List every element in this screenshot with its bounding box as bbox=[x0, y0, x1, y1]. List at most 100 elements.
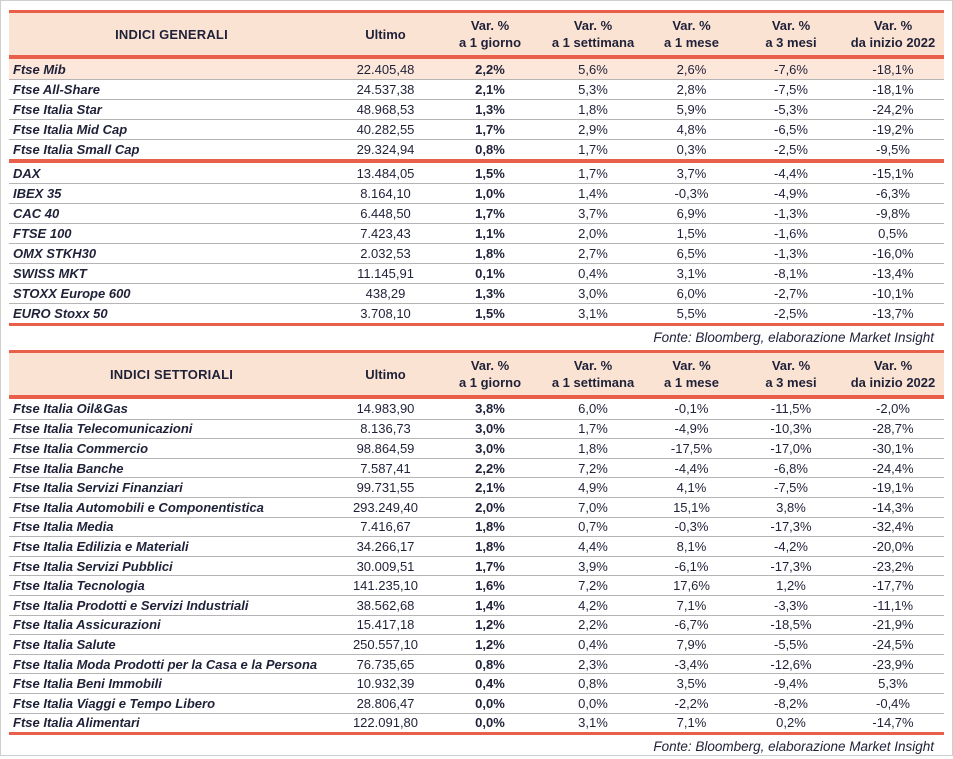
table-row: Ftse Italia Mid Cap 40.282,55 1,7% 2,9% 4,8%… bbox=[9, 119, 944, 139]
var-1-month-cell: 3,5% bbox=[676, 676, 707, 692]
table-row: CAC 40 6.448,50 1,7% 3,7% 6,9% -1,3% -9,8% bbox=[9, 203, 944, 223]
last-value-cell: 30.009,51 bbox=[356, 558, 415, 574]
table-row: Ftse Italia Moda Prodotti per la Casa e … bbox=[9, 653, 944, 674]
period-label: a 1 settimana bbox=[551, 375, 635, 390]
last-value-cell: 38.562,68 bbox=[356, 597, 415, 613]
table-row: Ftse Italia Banche 7.587,41 2,2% 7,2% -4,4% -… bbox=[9, 457, 944, 478]
index-name-cell: Ftse Italia Tecnologia bbox=[13, 578, 145, 594]
col-header-var-ytd-2022: Var. % da inizio 2022 bbox=[842, 13, 944, 55]
var-1-month-cell: 5,5% bbox=[676, 306, 707, 321]
table-row: Ftse Italia Oil&Gas 14.983,90 3,8% 6,0% -0,1… bbox=[9, 399, 944, 419]
source-note: Fonte: Bloomberg, elaborazione Market In… bbox=[653, 330, 934, 345]
last-value-cell: 48.968,53 bbox=[356, 102, 415, 117]
var-1-week-cell: 3,1% bbox=[578, 306, 608, 321]
var-1-week-cell: 7,2% bbox=[578, 460, 608, 476]
var-3-months-cell: -1,6% bbox=[774, 226, 808, 241]
var-1-month-cell: -4,4% bbox=[674, 460, 709, 476]
var-3-months-cell: -4,2% bbox=[774, 538, 808, 554]
col-header-ultimo: Ultimo bbox=[365, 366, 406, 382]
general-indices-header: INDICI GENERALI Ultimo Var. % a 1 giorno… bbox=[9, 13, 944, 55]
var-label: Var. % bbox=[873, 358, 913, 373]
var-1-month-cell: -6,7% bbox=[674, 617, 709, 633]
var-ytd-2022-cell: -2,0% bbox=[876, 401, 910, 417]
var-ytd-2022-cell: -21,9% bbox=[872, 617, 914, 633]
var-1-day-cell: 2,2% bbox=[475, 61, 505, 77]
period-label: da inizio 2022 bbox=[850, 375, 936, 390]
table-row: STOXX Europe 600 438,29 1,3% 3,0% 6,0% -2,7% -… bbox=[9, 283, 944, 303]
var-1-day-cell: 0,8% bbox=[475, 142, 505, 157]
var-ytd-2022-cell: -14,7% bbox=[872, 715, 914, 731]
var-ytd-2022-cell: -24,4% bbox=[872, 460, 914, 476]
var-label: Var. % bbox=[771, 18, 811, 33]
sector-indices-table: INDICI SETTORIALI Ultimo Var. % a 1 gior… bbox=[9, 350, 944, 736]
var-1-day-cell: 2,2% bbox=[475, 460, 505, 476]
last-value-cell: 15.417,18 bbox=[356, 617, 415, 633]
var-1-week-cell: 2,2% bbox=[578, 617, 608, 633]
var-1-week-cell: 1,7% bbox=[578, 142, 608, 157]
var-1-week-cell: 7,0% bbox=[578, 499, 608, 515]
var-1-week-cell: 5,3% bbox=[578, 82, 608, 97]
table-row: IBEX 35 8.164,10 1,0% 1,4% -0,3% -4,9% -6,3% bbox=[9, 183, 944, 203]
var-ytd-2022-cell: -28,7% bbox=[872, 421, 914, 437]
var-1-day-cell: 1,1% bbox=[475, 226, 505, 241]
var-1-month-cell: 4,8% bbox=[676, 122, 707, 137]
var-1-month-cell: 6,5% bbox=[676, 246, 707, 261]
var-1-week-cell: 2,3% bbox=[578, 656, 608, 672]
var-1-day-cell: 3,0% bbox=[475, 440, 505, 456]
var-ytd-2022-cell: 5,3% bbox=[878, 676, 908, 692]
last-value-cell: 40.282,55 bbox=[356, 122, 415, 137]
var-3-months-cell: -8,2% bbox=[774, 695, 808, 711]
last-value-cell: 14.983,90 bbox=[356, 401, 415, 417]
last-value-cell: 2.032,53 bbox=[360, 246, 411, 261]
var-1-day-cell: 1,0% bbox=[475, 186, 505, 201]
last-value-cell: 99.731,55 bbox=[356, 480, 415, 496]
var-3-months-cell: -17,3% bbox=[770, 519, 812, 535]
var-3-months-cell: -3,3% bbox=[774, 597, 808, 613]
index-name-cell: Ftse All-Share bbox=[13, 82, 100, 97]
last-value-cell: 24.537,38 bbox=[356, 82, 415, 97]
index-name-cell: Ftse Italia Mid Cap bbox=[13, 122, 128, 137]
var-1-month-cell: 8,1% bbox=[676, 538, 707, 554]
index-name-cell: Ftse Italia Oil&Gas bbox=[13, 401, 128, 417]
index-name-cell: Ftse Italia Commercio bbox=[13, 440, 149, 456]
table-row: Ftse Italia Assicurazioni 15.417,18 1,2% 2,… bbox=[9, 614, 944, 635]
var-ytd-2022-cell: 0,5% bbox=[878, 226, 908, 241]
var-1-day-cell: 0,1% bbox=[475, 266, 505, 281]
index-name-cell: Ftse Italia Automobili e Componentistica bbox=[13, 499, 264, 515]
var-1-month-cell: 0,3% bbox=[676, 142, 707, 157]
var-3-months-cell: -7,5% bbox=[774, 480, 808, 496]
var-3-months-cell: -6,5% bbox=[774, 122, 808, 137]
sector-indices-group: Ftse Italia Oil&Gas 14.983,90 3,8% 6,0% -0,1… bbox=[9, 399, 944, 732]
var-label: Var. % bbox=[873, 18, 913, 33]
var-3-months-cell: 3,8% bbox=[776, 499, 806, 515]
var-1-week-cell: 2,0% bbox=[578, 226, 608, 241]
var-1-week-cell: 1,7% bbox=[578, 421, 608, 437]
last-value-cell: 7.587,41 bbox=[360, 460, 411, 476]
italian-indices-group: Ftse Mib 22.405,48 2,2% 5,6% 2,6% -7,6% -18,1%… bbox=[9, 59, 944, 159]
col-header-var-ytd-2022: Var. % da inizio 2022 bbox=[842, 353, 944, 395]
period-label: a 3 mesi bbox=[765, 35, 817, 50]
table-row: OMX STKH30 2.032,53 1,8% 2,7% 6,5% -1,3% -16,0… bbox=[9, 243, 944, 263]
table-row: FTSE 100 7.423,43 1,1% 2,0% 1,5% -1,6% 0,5% bbox=[9, 223, 944, 243]
var-3-months-cell: -2,5% bbox=[774, 306, 808, 321]
index-name-cell: FTSE 100 bbox=[13, 226, 72, 241]
col-header-var-1-day: Var. % a 1 giorno bbox=[437, 13, 543, 55]
index-name-cell: DAX bbox=[13, 165, 41, 181]
var-3-months-cell: -7,6% bbox=[774, 61, 808, 77]
last-value-cell: 10.932,39 bbox=[356, 676, 415, 692]
table-row: Ftse Italia Tecnologia 141.235,10 1,6% 7,2%… bbox=[9, 575, 944, 595]
table-row: Ftse Mib 22.405,48 2,2% 5,6% 2,6% -7,6% -18,1% bbox=[9, 59, 944, 79]
col-header-ultimo: Ultimo bbox=[365, 26, 406, 42]
var-ytd-2022-cell: -20,0% bbox=[872, 538, 914, 554]
period-label: a 1 giorno bbox=[458, 375, 522, 390]
var-3-months-cell: 0,2% bbox=[776, 715, 806, 731]
var-1-week-cell: 5,6% bbox=[578, 61, 608, 77]
index-name-cell: Ftse Italia Edilizia e Materiali bbox=[13, 538, 189, 554]
last-value-cell: 13.484,05 bbox=[356, 165, 415, 181]
last-value-cell: 250.557,10 bbox=[352, 636, 419, 652]
var-1-day-cell: 1,3% bbox=[475, 286, 505, 301]
index-name-cell: EURO Stoxx 50 bbox=[13, 306, 108, 321]
var-label: Var. % bbox=[470, 358, 510, 373]
double-rule-divider bbox=[9, 55, 944, 59]
table-row: Ftse Italia Servizi Finanziari 99.731,55 2… bbox=[9, 477, 944, 497]
